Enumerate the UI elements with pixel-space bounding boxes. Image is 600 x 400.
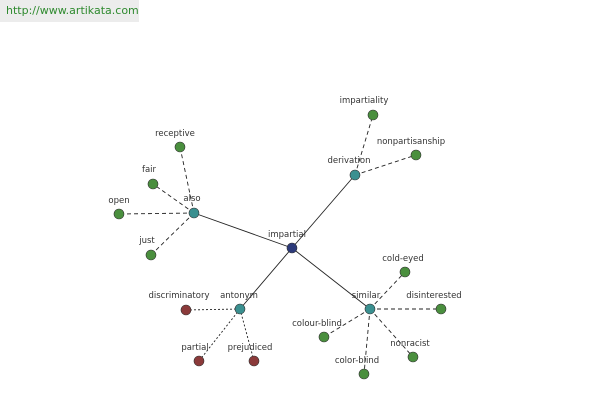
- node: [399, 266, 411, 278]
- edge: [363, 308, 371, 375]
- node: [248, 355, 260, 367]
- node-label: nonracist: [390, 339, 430, 349]
- node-label: prejudiced: [228, 343, 273, 353]
- edge: [239, 247, 293, 310]
- edge: [291, 247, 371, 310]
- node: [367, 109, 379, 121]
- node: [113, 208, 125, 220]
- edge: [291, 174, 356, 249]
- node-label: fair: [142, 165, 157, 175]
- node: [318, 331, 330, 343]
- node-label: open: [108, 196, 129, 206]
- node-label: derivation: [327, 156, 370, 166]
- node-label: just: [138, 236, 155, 246]
- node-label: color-blind: [335, 356, 379, 366]
- node: [349, 169, 361, 181]
- edge: [150, 212, 195, 256]
- node-label: colour-blind: [292, 319, 342, 329]
- node-label: nonpartisanship: [377, 137, 445, 147]
- edge: [323, 308, 371, 338]
- node-label: partial: [181, 343, 208, 353]
- node: [147, 178, 159, 190]
- edge: [185, 308, 241, 311]
- node: [174, 141, 186, 153]
- node: [193, 355, 205, 367]
- edge: [369, 271, 406, 310]
- edge: [118, 212, 195, 215]
- node: [188, 207, 200, 219]
- node-label: impartiality: [340, 96, 389, 106]
- edge: [198, 308, 241, 362]
- node-label: antonym: [220, 291, 258, 301]
- node: [410, 149, 422, 161]
- site-url: http://www.artikata.com: [0, 0, 139, 22]
- node: [358, 368, 370, 380]
- edge: [369, 308, 414, 358]
- node: [435, 303, 447, 315]
- edge: [354, 114, 374, 176]
- edge: [239, 308, 255, 362]
- edge: [193, 212, 293, 249]
- node: [364, 303, 376, 315]
- edge: [354, 154, 417, 176]
- node: [286, 242, 298, 254]
- edge: [152, 183, 195, 214]
- node: [180, 304, 192, 316]
- node: [234, 303, 246, 315]
- node: [407, 351, 419, 363]
- node-label: disinterested: [406, 291, 461, 301]
- node-label: also: [183, 194, 200, 204]
- node-label: receptive: [155, 129, 195, 139]
- node: [145, 249, 157, 261]
- node-label: cold-eyed: [382, 254, 424, 264]
- edge: [179, 146, 195, 214]
- node-label: impartial: [268, 230, 306, 240]
- node-label: similar: [352, 291, 381, 301]
- node-label: discriminatory: [148, 291, 209, 301]
